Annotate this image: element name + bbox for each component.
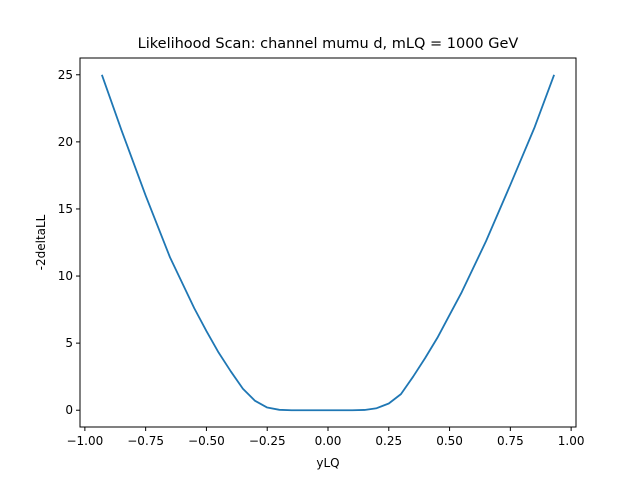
x-tick-label: 0.50 <box>436 434 463 448</box>
plot-area <box>101 74 555 412</box>
y-tick-label: 10 <box>58 269 73 283</box>
x-tick-label: 1.00 <box>558 434 585 448</box>
x-tick-label: 0.75 <box>497 434 524 448</box>
axes-frame <box>79 57 577 428</box>
x-axis-ticks: −1.00 −0.75 −0.50 −0.25 0.00 0.25 0.50 0.75 1.00 <box>66 427 584 448</box>
x-tick-label: 0.00 <box>315 434 342 448</box>
x-tick-label: 0.25 <box>375 434 402 448</box>
y-tick-label: 25 <box>58 68 73 82</box>
x-tick-label: −0.50 <box>188 434 225 448</box>
x-tick-label: −0.25 <box>249 434 286 448</box>
x-axis-label: yLQ <box>316 456 339 470</box>
y-axis-label: -2deltaLL <box>34 214 48 270</box>
x-tick-label: −1.00 <box>66 434 103 448</box>
y-tick-label: 20 <box>58 135 73 149</box>
y-tick-label: 0 <box>65 403 73 417</box>
y-tick-label: 5 <box>65 336 73 350</box>
y-axis-ticks: 0 5 10 15 20 25 <box>58 68 80 417</box>
series-line-0 <box>101 74 555 412</box>
y-tick-label: 15 <box>58 202 73 216</box>
chart-title: Likelihood Scan: channel mumu d, mLQ = 1… <box>138 36 519 52</box>
x-tick-label: −0.75 <box>127 434 164 448</box>
